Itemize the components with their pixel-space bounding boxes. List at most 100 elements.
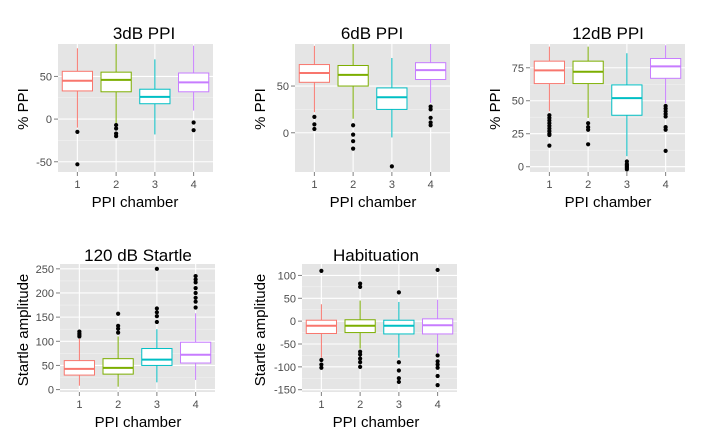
y-tick-label: 100 <box>36 336 54 348</box>
outlier-point <box>351 139 356 144</box>
x-tick-label: 4 <box>191 179 197 191</box>
outlier-point <box>154 306 159 311</box>
y-tick-label: -100 <box>274 362 296 374</box>
y-tick-label: 50 <box>277 81 289 93</box>
outlier-point <box>75 162 80 167</box>
x-tick-label: 1 <box>311 179 317 191</box>
outlier-point <box>312 122 317 127</box>
x-tick-label: 3 <box>154 399 160 411</box>
outlier-point <box>116 323 121 328</box>
x-axis-title: PPI chamber <box>333 414 420 431</box>
x-tick-label: 1 <box>76 399 82 411</box>
outlier-point <box>319 268 324 273</box>
outlier-point <box>191 128 196 133</box>
x-tick-label: 1 <box>546 179 552 191</box>
box <box>180 341 212 364</box>
x-tick-label: 3 <box>396 399 402 411</box>
outlier-point <box>193 273 198 279</box>
y-tick-label: -50 <box>280 339 296 351</box>
outlier-point <box>428 123 433 128</box>
outlier-point <box>154 266 159 271</box>
y-tick-label: -150 <box>274 385 296 397</box>
box <box>141 348 173 366</box>
outlier-point <box>396 290 401 295</box>
y-axis-title: % PPI <box>487 88 504 130</box>
box <box>102 358 134 375</box>
outlier-point <box>351 123 356 128</box>
outlier-point <box>351 132 356 137</box>
outlier-point <box>435 373 440 379</box>
y-axis-title: Startle amplitude <box>15 274 32 387</box>
box <box>533 60 565 85</box>
outlier-point <box>351 146 356 151</box>
outlier-point <box>435 353 440 358</box>
x-tick-label: 4 <box>193 399 199 411</box>
outlier-point <box>154 314 159 319</box>
outlier-point <box>389 164 394 169</box>
y-tick-label: 0 <box>290 316 296 328</box>
outlier-point <box>193 299 198 304</box>
x-tick-label: 2 <box>115 399 121 411</box>
y-tick-label: 250 <box>36 264 54 276</box>
box <box>305 319 337 334</box>
x-tick-label: 1 <box>74 179 80 191</box>
box <box>611 84 643 116</box>
outlier-point <box>396 379 401 385</box>
outlier-point <box>358 356 363 361</box>
outlier-point <box>435 362 440 367</box>
y-axis-title: % PPI <box>15 88 32 130</box>
box <box>422 318 454 335</box>
y-tick-label: 200 <box>36 288 54 300</box>
outlier-point <box>75 129 80 134</box>
plot-area: 0 50 1 2 3 4 <box>277 44 450 191</box>
outlier-point <box>312 114 317 119</box>
panel-12db-ppi: 12dB PPI PPI chamber % PPI 0 25 50 75 1 2 3 4 <box>487 24 685 211</box>
y-tick-label: 75 <box>512 63 524 75</box>
y-tick-label: 50 <box>284 293 296 305</box>
box <box>376 87 408 110</box>
outlier-point <box>358 364 363 369</box>
plot-area: -50 0 50 1 2 3 4 <box>36 44 213 191</box>
panel-title: 120 dB Startle <box>84 246 192 265</box>
outlier-point <box>435 383 440 388</box>
panel-3db-ppi: 3dB PPI PPI chamber % PPI -50 0 50 1 2 3 4 <box>15 24 213 211</box>
panel-6db-ppi: 6dB PPI PPI chamber % PPI 0 50 1 2 3 4 <box>252 24 450 211</box>
x-axis-title: PPI chamber <box>565 194 652 211</box>
outlier-point <box>624 167 629 172</box>
y-tick-label: 50 <box>40 71 52 83</box>
outlier-point <box>663 148 668 153</box>
outlier-point <box>435 359 440 364</box>
outlier-point <box>396 376 401 381</box>
y-tick-label: 0 <box>48 385 54 397</box>
outlier-point <box>193 286 198 291</box>
x-tick-label: 2 <box>357 399 363 411</box>
outlier-point <box>547 132 552 138</box>
x-tick-label: 4 <box>435 399 441 411</box>
outlier-point <box>154 319 159 325</box>
x-axis-title: PPI chamber <box>330 194 417 211</box>
outlier-point <box>428 115 433 120</box>
outlier-point <box>663 114 668 119</box>
panel-title: Habituation <box>333 246 419 265</box>
outlier-point <box>77 329 82 334</box>
y-tick-label: 0 <box>518 162 524 174</box>
y-tick-label: -50 <box>36 157 52 169</box>
outlier-point <box>114 122 119 128</box>
outlier-point <box>193 277 198 282</box>
y-tick-label: 50 <box>42 360 54 372</box>
x-tick-label: 2 <box>113 179 119 191</box>
outlier-point <box>114 134 119 139</box>
outlier-point <box>193 290 198 296</box>
outlier-point <box>663 127 668 132</box>
outlier-point <box>312 126 317 132</box>
outlier-point <box>435 365 440 370</box>
box <box>383 319 415 335</box>
outlier-point <box>154 310 159 315</box>
outlier-point <box>358 352 363 357</box>
y-tick-label: 0 <box>283 128 289 140</box>
panel-title: 3dB PPI <box>113 24 175 43</box>
outlier-point <box>435 267 440 273</box>
outlier-point <box>116 330 121 335</box>
outlier-point <box>319 362 324 367</box>
box <box>100 71 132 93</box>
